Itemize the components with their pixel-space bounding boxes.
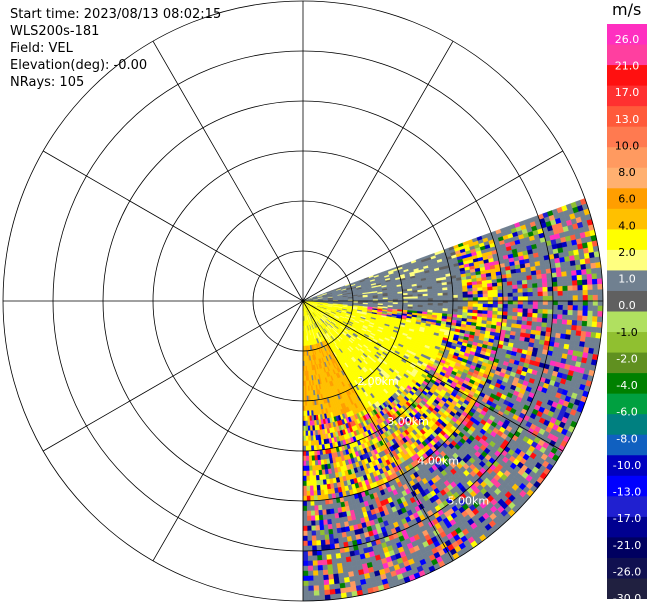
colorbar-tick-label: 17.0 — [615, 86, 640, 99]
colorbar-swatch — [607, 332, 647, 354]
colorbar-tick-label: 4.0 — [618, 219, 636, 232]
colorbar-swatch — [607, 65, 647, 87]
start-time-label: Start time: 2023/08/13 08:02:15 — [10, 7, 222, 22]
colorbar-swatch — [607, 537, 647, 559]
colorbar-tick-label: -17.0 — [613, 512, 641, 525]
colorbar-tick-label: 2.0 — [618, 246, 636, 259]
colorbar-swatch — [607, 270, 647, 292]
colorbar-unit-label: m/s — [612, 0, 642, 19]
colorbar-tick-label: -26.0 — [613, 565, 641, 578]
colorbar-swatch — [607, 229, 647, 251]
colorbar-swatch — [607, 188, 647, 210]
colorbar-swatch — [607, 85, 647, 107]
colorbar-swatch — [607, 352, 647, 374]
colorbar: 26.0 21.0 17.0 13.0 10.0 8.0 6.0 4.0 2.0 1.0 0.0 -1… — [607, 24, 647, 599]
azimuth-spokes — [3, 1, 603, 601]
range-ring-label: 5.00km — [448, 495, 490, 508]
colorbar-swatch — [607, 24, 647, 46]
colorbar-swatch — [607, 475, 647, 497]
colorbar-swatch — [607, 455, 647, 477]
colorbar-swatch — [607, 393, 647, 415]
colorbar-swatch — [607, 208, 647, 230]
colorbar-tick-label: 13.0 — [615, 113, 640, 126]
range-ring-label: 2.00km — [357, 375, 399, 388]
colorbar-tick-label: -8.0 — [616, 432, 637, 445]
colorbar-tick-label: -21.0 — [613, 539, 641, 552]
colorbar-tick-label: 10.0 — [615, 140, 640, 153]
ppi-plot: 2.00km 3.00km 4.00km 5.00km — [2, 0, 604, 602]
elevation-label: Elevation(deg): -0.00 — [10, 58, 148, 73]
scan-info: Start time: 2023/08/13 08:02:15 WLS200s-… — [10, 6, 221, 91]
colorbar-swatch — [607, 516, 647, 538]
colorbar-tick-label: -4.0 — [616, 379, 637, 392]
colorbar-tick-label: -13.0 — [613, 486, 641, 499]
spoke-60 — [302, 150, 563, 302]
colorbar-swatch — [607, 496, 647, 518]
colorbar-swatch — [607, 167, 647, 189]
velocity-field — [302, 198, 604, 602]
colorbar-swatch — [607, 249, 647, 271]
colorbar-swatch — [607, 44, 647, 66]
spoke-210 — [152, 300, 304, 561]
range-ring-labels: 2.00km 3.00km 4.00km 5.00km — [357, 375, 489, 508]
colorbar-swatch — [607, 147, 647, 169]
instrument-label: WLS200s-181 — [10, 24, 100, 39]
colorbar-tick-label: -2.0 — [616, 352, 637, 365]
colorbar-tick-label: 1.0 — [618, 273, 636, 286]
spoke-240 — [42, 300, 304, 452]
colorbar-tick-label: 21.0 — [615, 60, 640, 73]
colorbar-swatch — [607, 557, 647, 579]
colorbar-swatch — [607, 578, 647, 599]
nrays-label: NRays: 105 — [10, 75, 85, 90]
spoke-30 — [302, 40, 454, 302]
spoke-150 — [302, 300, 454, 561]
colorbar-tick-label: 8.0 — [618, 166, 636, 179]
colorbar-swatch — [607, 414, 647, 436]
colorbar-tick-label: -30.0 — [613, 592, 641, 599]
range-ring-label: 3.00km — [387, 415, 429, 428]
colorbar-swatch — [607, 126, 647, 148]
colorbar-tick-label: -1.0 — [616, 326, 637, 339]
colorbar-swatch — [607, 434, 647, 456]
colorbar-tick-label: 0.0 — [618, 299, 636, 312]
colorbar-tick-label: 6.0 — [618, 193, 636, 206]
colorbar-tick-label: 26.0 — [615, 33, 640, 46]
range-ring-label: 4.00km — [417, 455, 459, 468]
colorbar-tick-label: -10.0 — [613, 459, 641, 472]
colorbar-swatch — [607, 290, 647, 312]
colorbar-tick-label: -6.0 — [616, 406, 637, 419]
colorbar-swatch — [607, 106, 647, 128]
colorbar-swatch — [607, 311, 647, 333]
field-label: Field: VEL — [10, 41, 73, 56]
spoke-300 — [42, 150, 304, 302]
spoke-330 — [152, 40, 304, 302]
spoke-120 — [302, 300, 563, 452]
colorbar-swatch — [607, 373, 647, 395]
